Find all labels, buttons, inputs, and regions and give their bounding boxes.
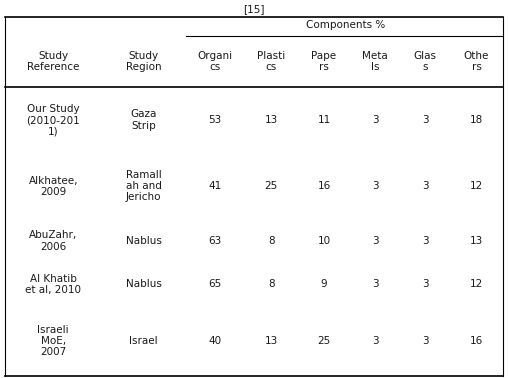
Text: 65: 65 xyxy=(208,279,221,290)
Text: Study
Reference: Study Reference xyxy=(27,51,79,72)
Text: 3: 3 xyxy=(422,115,428,125)
Text: 3: 3 xyxy=(372,115,378,125)
Text: [15]: [15] xyxy=(243,5,265,14)
Text: 25: 25 xyxy=(265,181,278,191)
Text: 25: 25 xyxy=(318,336,331,346)
Text: Nablus: Nablus xyxy=(125,236,162,246)
Text: Gaza
Strip: Gaza Strip xyxy=(131,109,157,131)
Text: 8: 8 xyxy=(268,236,274,246)
Text: 13: 13 xyxy=(470,236,483,246)
Text: Study
Region: Study Region xyxy=(125,51,162,72)
Text: 3: 3 xyxy=(422,181,428,191)
Text: 3: 3 xyxy=(422,236,428,246)
Text: Israeli
MoE,
2007: Israeli MoE, 2007 xyxy=(38,325,69,357)
Text: 16: 16 xyxy=(318,181,331,191)
Text: Glas
s: Glas s xyxy=(414,51,437,72)
Text: AbuZahr,
2006: AbuZahr, 2006 xyxy=(29,230,77,252)
Text: 41: 41 xyxy=(208,181,221,191)
Text: 9: 9 xyxy=(321,279,327,290)
Text: Plasti
cs: Plasti cs xyxy=(257,51,285,72)
Text: 63: 63 xyxy=(208,236,221,246)
Text: Israel: Israel xyxy=(129,336,158,346)
Text: 3: 3 xyxy=(422,279,428,290)
Text: Alkhatee,
2009: Alkhatee, 2009 xyxy=(28,175,78,197)
Text: Our Study
(2010-201
1): Our Study (2010-201 1) xyxy=(26,104,80,136)
Text: 13: 13 xyxy=(265,336,278,346)
Text: Al Khatib
et al, 2010: Al Khatib et al, 2010 xyxy=(25,274,81,295)
Text: 10: 10 xyxy=(318,236,331,246)
Text: 12: 12 xyxy=(470,279,483,290)
Text: Othe
rs: Othe rs xyxy=(464,51,489,72)
Text: 8: 8 xyxy=(268,279,274,290)
Text: Pape
rs: Pape rs xyxy=(311,51,337,72)
Text: 3: 3 xyxy=(422,336,428,346)
Text: 53: 53 xyxy=(208,115,221,125)
Text: 12: 12 xyxy=(470,181,483,191)
Text: 18: 18 xyxy=(470,115,483,125)
Text: 16: 16 xyxy=(470,336,483,346)
Text: 3: 3 xyxy=(372,279,378,290)
Text: Ramall
ah and
Jericho: Ramall ah and Jericho xyxy=(125,170,162,202)
Text: 13: 13 xyxy=(265,115,278,125)
Text: 11: 11 xyxy=(318,115,331,125)
Text: Components %: Components % xyxy=(306,20,386,29)
Text: 3: 3 xyxy=(372,336,378,346)
Text: Nablus: Nablus xyxy=(125,279,162,290)
Text: 3: 3 xyxy=(372,181,378,191)
Text: Organi
cs: Organi cs xyxy=(198,51,233,72)
Text: Meta
ls: Meta ls xyxy=(363,51,388,72)
Text: 3: 3 xyxy=(372,236,378,246)
Text: 40: 40 xyxy=(209,336,221,346)
